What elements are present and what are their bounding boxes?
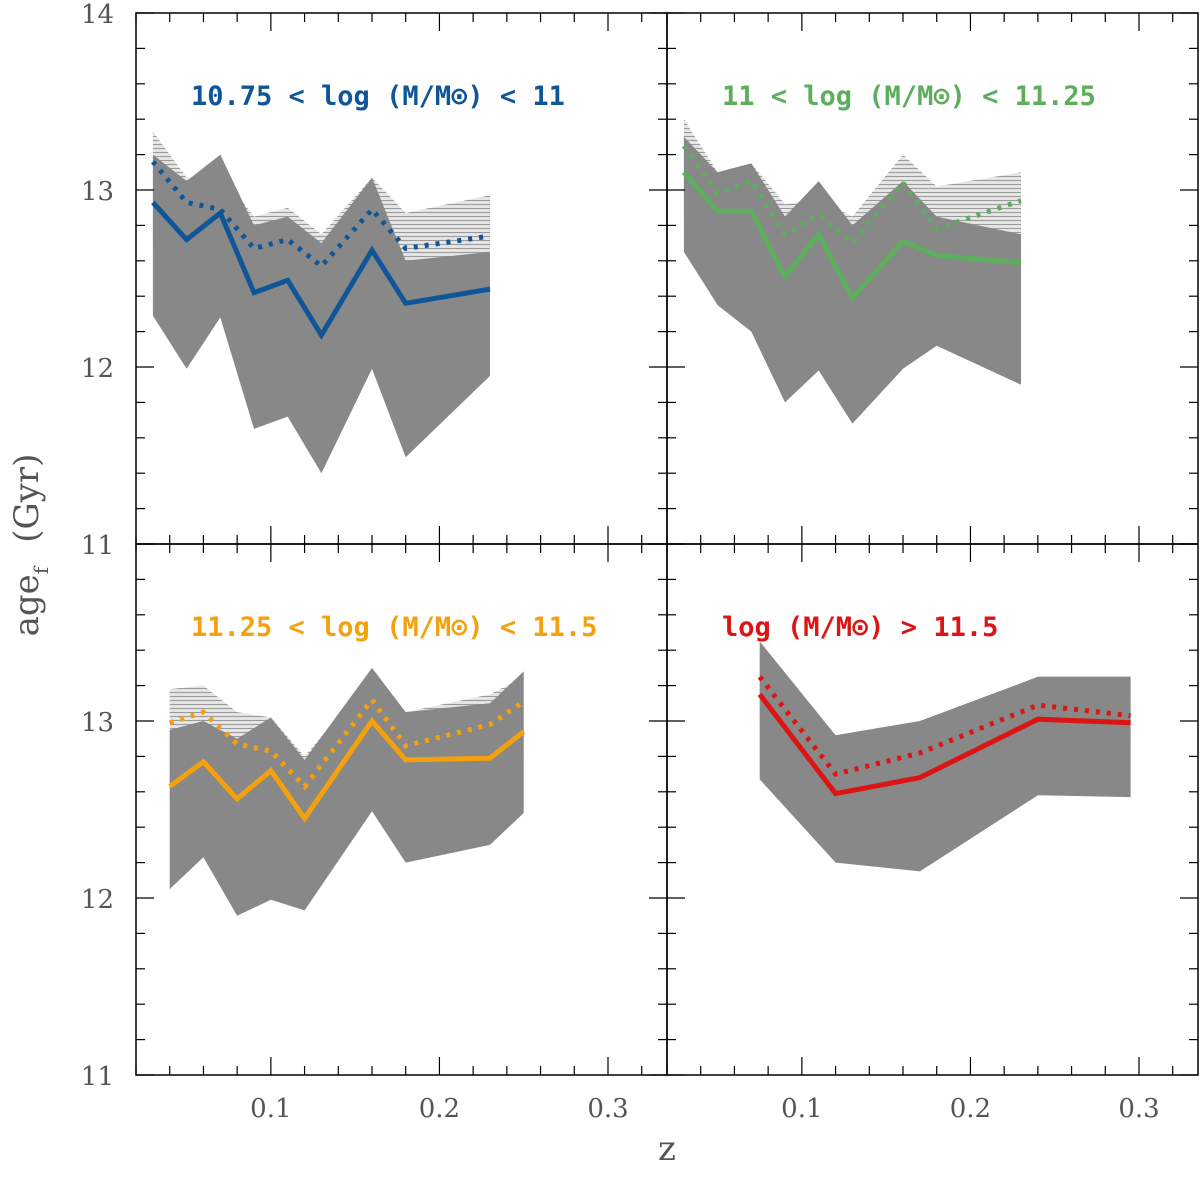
x-tick-label: 0.1 [250,1094,291,1124]
panel-2-label: 11 < log (M/M⊙) < 11.25 [722,81,1096,112]
y-tick-label: 13 [81,177,114,207]
y-tick-label: 11 [81,531,114,561]
y-tick-label: 12 [81,354,114,384]
y-axis-title-subscript: f [29,565,53,574]
y-axis-title-main: age [7,574,47,636]
panel-3-label: 11.25 < log (M/M⊙) < 11.5 [191,612,597,643]
y-tick-label: 12 [81,885,114,915]
y-tick-label: 13 [81,708,114,738]
y-axis-title-unit: (Gyr) [7,454,47,543]
x-tick-label: 0.3 [1118,1094,1159,1124]
panel-2-grey-band [683,136,1021,424]
y-tick-label: 14 [81,0,114,30]
panel-1-solid-line [151,200,491,340]
y-tick-label: 11 [81,1062,114,1092]
x-tick-label: 0.2 [950,1094,991,1124]
x-tick-label: 0.3 [587,1094,628,1124]
panel-3-solid-line [168,716,526,823]
panel-2-solid-line [682,170,1022,303]
panel-4-grey-band [759,641,1131,872]
panel-1-label: 10.75 < log (M/M⊙) < 11 [191,81,565,112]
panel-4-solid-line [757,692,1131,797]
panel-3-grey-band [169,667,524,916]
panel-1-grey-band [152,154,490,474]
x-tick-label: 0.2 [419,1094,460,1124]
panel-4-frame [666,543,1199,1076]
panel-3-dotted-line [168,695,526,791]
y-axis-title: agef (Gyr) [7,454,53,637]
panel-4-label: log (M/M⊙) > 11.5 [722,612,998,643]
x-axis-title: z [658,1129,676,1169]
panel-4-dotted-line [757,675,1131,777]
x-tick-label: 0.1 [781,1094,822,1124]
